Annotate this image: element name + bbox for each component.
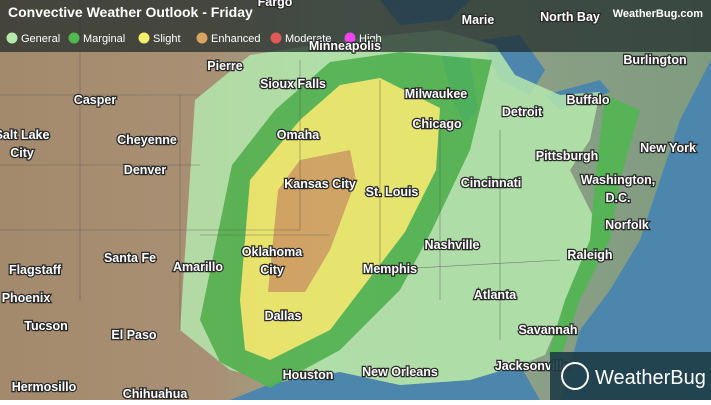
city-label: City <box>260 263 284 277</box>
city-label: Chicago <box>412 117 462 131</box>
city-label: North Bay <box>540 10 600 24</box>
enhanced-area <box>268 150 356 292</box>
site-name: WeatherBug.com <box>613 8 703 20</box>
city-label: Salt Lake <box>0 128 49 142</box>
logo: WeatherBug <box>595 367 706 389</box>
city-label: Amarillo <box>173 260 223 274</box>
city-label: Cincinnati <box>461 176 521 190</box>
legend-swatch <box>344 32 356 44</box>
city-label: Tucson <box>24 319 68 333</box>
city-label: Flagstaff <box>9 263 62 277</box>
city-label: Atlanta <box>474 288 517 302</box>
city-label: Omaha <box>277 128 320 142</box>
city-label: Norfolk <box>605 218 649 232</box>
city-label: St. Louis <box>366 185 419 199</box>
city-label: Houston <box>283 368 334 382</box>
city-label: El Paso <box>111 328 157 342</box>
marginal-area-east <box>548 95 640 360</box>
legend-label: High <box>359 33 382 45</box>
city-label: Phoenix <box>2 291 51 305</box>
legend-swatch <box>270 32 282 44</box>
gulf-of-mexico <box>230 365 540 400</box>
city-label: Sioux Falls <box>260 77 326 91</box>
city-label: Pierre <box>207 59 242 73</box>
atlantic-ocean <box>560 60 711 400</box>
city-label: Marie <box>462 13 495 27</box>
city-label: Minneapolis <box>309 39 381 53</box>
legend: General Marginal Slight Enhanced Moderate Hig… <box>6 32 382 45</box>
city-label: Kansas City <box>284 177 356 191</box>
city-label: Memphis <box>363 262 417 276</box>
city-label: Buffalo <box>566 93 609 107</box>
city-label: Washington, <box>581 173 656 187</box>
logo-icon <box>561 362 589 390</box>
city-label: Chihuahua <box>123 387 189 400</box>
city-label: D.C. <box>606 191 631 205</box>
state-borders <box>0 0 561 340</box>
city-label: New York <box>640 141 696 155</box>
logo-box <box>550 352 711 400</box>
city-labels: Fargo Marie North Bay Burlington Pierre Minne… <box>0 0 697 402</box>
city-label: Casper <box>74 93 117 107</box>
header-bar <box>0 0 711 52</box>
legend-label: Moderate <box>285 33 331 45</box>
city-label: Pittsburgh <box>536 149 599 163</box>
city-label: Denver <box>124 163 167 177</box>
city-label: Cheyenne <box>117 133 177 147</box>
legend-swatch <box>196 32 208 44</box>
risk-areas <box>180 30 640 388</box>
city-label: New Orleans <box>362 365 438 379</box>
city-label: Nashville <box>425 238 480 252</box>
city-label: Fargo <box>258 0 293 9</box>
city-label: Dallas <box>265 309 302 323</box>
legend-label: Enhanced <box>211 33 261 45</box>
legend-label: Marginal <box>83 33 125 45</box>
city-label: Detroit <box>502 105 543 119</box>
city-label: Savannah <box>518 323 577 337</box>
legend-label: General <box>21 33 60 45</box>
city-label: City <box>10 146 34 160</box>
city-label: Milwaukee <box>405 87 468 101</box>
legend-label: Slight <box>153 33 181 45</box>
title: Convective Weather Outlook - Friday <box>8 4 253 20</box>
city-label: Santa Fe <box>104 251 156 265</box>
legend-swatch <box>68 32 80 44</box>
city-label: Raleigh <box>567 248 612 262</box>
legend-swatch <box>138 32 150 44</box>
city-label: Burlington <box>623 53 686 67</box>
city-label: Oklahoma <box>242 245 303 259</box>
legend-swatch <box>6 32 18 44</box>
city-label: Hermosillo <box>12 380 77 394</box>
